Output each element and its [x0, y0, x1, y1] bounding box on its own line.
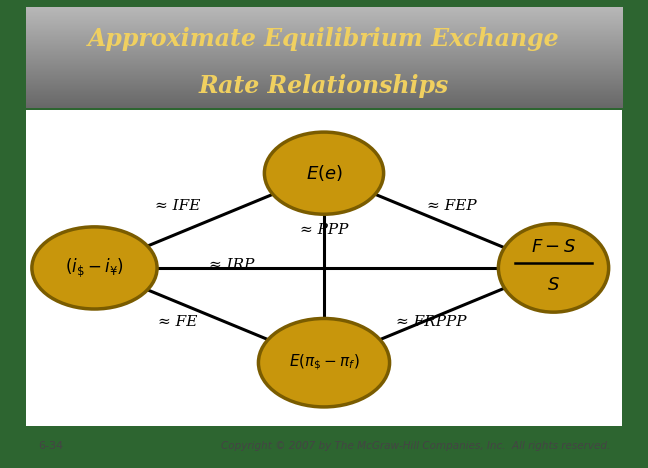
Text: $F-S$: $F-S$ — [531, 238, 576, 256]
Text: ≈ FE: ≈ FE — [158, 314, 198, 329]
Ellipse shape — [259, 318, 389, 407]
Ellipse shape — [264, 132, 384, 214]
Text: 6-34: 6-34 — [38, 441, 63, 451]
Text: $E(e)$: $E(e)$ — [306, 163, 342, 183]
Text: Copyright © 2007 by The McGraw-Hill Companies, Inc.  All rights reserved.: Copyright © 2007 by The McGraw-Hill Comp… — [221, 441, 610, 451]
Text: ≈ PPP: ≈ PPP — [300, 223, 348, 237]
Text: $(i_{\$}-i_{\yen})$: $(i_{\$}-i_{\yen})$ — [65, 256, 124, 279]
Text: Approximate Equilibrium Exchange: Approximate Equilibrium Exchange — [88, 27, 560, 51]
Text: $E(\pi_{\$}-\pi_{f})$: $E(\pi_{\$}-\pi_{f})$ — [288, 353, 360, 373]
Text: ≈ IFE: ≈ IFE — [156, 199, 201, 213]
Ellipse shape — [32, 227, 157, 309]
Text: ≈ FEP: ≈ FEP — [428, 199, 477, 213]
Ellipse shape — [498, 224, 608, 312]
Text: ≈ IRP: ≈ IRP — [209, 258, 254, 272]
Text: $S$: $S$ — [547, 276, 560, 294]
Text: Rate Relationships: Rate Relationships — [199, 73, 449, 97]
Text: ≈ FRPPP: ≈ FRPPP — [396, 314, 467, 329]
